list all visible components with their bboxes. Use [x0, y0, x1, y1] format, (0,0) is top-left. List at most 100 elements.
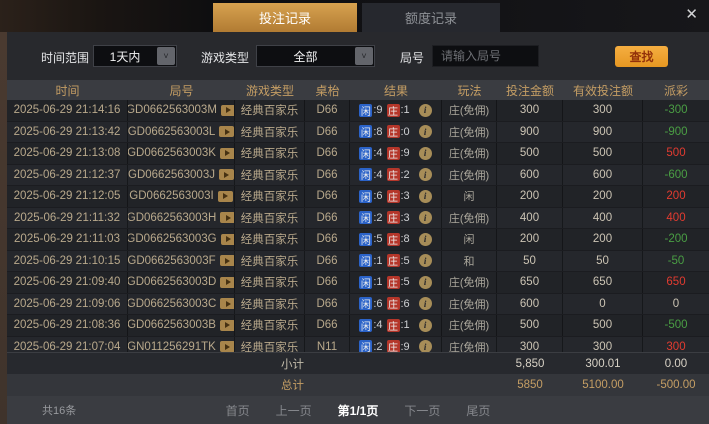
cell-time: 2025-06-29 21:13:42	[7, 121, 128, 142]
cell-table-code: D66	[305, 186, 350, 207]
replay-icon[interactable]	[218, 169, 234, 181]
info-icon[interactable]: i	[418, 340, 432, 352]
cell-valid-bet-amount: 500	[563, 143, 643, 164]
time-range-select[interactable]: 1天内 ˅	[93, 45, 177, 67]
info-icon[interactable]: i	[418, 168, 432, 182]
replay-icon[interactable]	[219, 319, 234, 331]
time-range-value: 1天内	[109, 49, 141, 64]
replay-icon[interactable]	[220, 298, 234, 310]
page-edge-strip	[0, 32, 7, 424]
cell-table-code: D66	[305, 121, 350, 142]
cell-payout: 500	[666, 147, 686, 160]
table-row: 2025-06-29 21:11:32 GD0662563003H 经典百家乐 D66…	[7, 207, 709, 229]
player-badge: 闲	[359, 232, 373, 247]
banker-badge: 庄	[386, 189, 400, 204]
chevron-down-icon: ˅	[355, 47, 373, 65]
cell-game-type: 经典百家乐	[235, 164, 305, 185]
replay-icon[interactable]	[220, 233, 234, 245]
player-badge: 闲	[359, 340, 373, 352]
info-icon[interactable]: i	[418, 254, 432, 268]
info-icon[interactable]: i	[418, 211, 432, 225]
banker-badge: 庄	[386, 318, 400, 333]
player-badge: 闲	[359, 168, 373, 182]
tab-quota-records[interactable]: 额度记录	[362, 3, 500, 32]
table-row: 2025-06-29 21:09:40 GD0662563003D 经典百家乐 D66…	[7, 272, 709, 294]
cell-payout: 0	[672, 297, 680, 310]
replay-icon[interactable]	[217, 190, 233, 202]
total-valid-amount: 5100.00	[582, 379, 624, 391]
cell-round-number: GD0662563003K	[128, 143, 235, 164]
subtotal-valid-amount: 300.01	[585, 357, 621, 370]
replay-icon[interactable]	[219, 126, 234, 138]
cell-play-type: 庄(免佣)	[442, 164, 497, 185]
replay-icon[interactable]	[219, 255, 234, 267]
player-badge: 闲	[359, 318, 373, 333]
cell-bet-amount: 600	[497, 293, 563, 314]
cell-result: 闲:2 庄:3 i	[350, 207, 442, 228]
banker-score: :9	[400, 340, 410, 352]
page-link[interactable]: 首页	[225, 403, 250, 418]
round-number-text: GD0662563003B	[128, 319, 216, 332]
game-type-select[interactable]: 全部 ˅	[256, 45, 375, 67]
table-header: 时间 局号 游戏类型 桌枱 结果 玩法 投注金额 有效投注额 派彩	[7, 80, 709, 100]
cell-round-number: GD0662563003D	[128, 272, 235, 293]
info-icon[interactable]: i	[418, 297, 432, 311]
round-number-text: GD0662563003G	[128, 233, 217, 246]
page-link[interactable]: 尾页	[466, 403, 491, 418]
page-link[interactable]: 上一页	[275, 403, 312, 418]
info-icon[interactable]: i	[418, 318, 432, 332]
tab-bet-records[interactable]: 投注记录	[213, 3, 357, 32]
table-row: 2025-06-29 21:13:42 GD0662563003L 经典百家乐 D66…	[7, 121, 709, 143]
search-button[interactable]: 查找	[615, 46, 668, 67]
info-icon[interactable]: i	[418, 125, 432, 139]
cell-round-number: GD0662563003M	[128, 100, 235, 121]
cell-game-type: 经典百家乐	[235, 272, 305, 293]
table-rows: 2025-06-29 21:14:16 GD0662563003M 经典百家乐 D66…	[7, 100, 709, 352]
cell-valid-bet-amount: 300	[563, 336, 643, 352]
cell-game-type: 经典百家乐	[235, 229, 305, 250]
info-icon[interactable]: i	[418, 146, 432, 160]
cell-payout: 650	[666, 276, 686, 289]
filter-bar: 时间范围 1天内 ˅ 游戏类型 全部 ˅ 局号 查找	[7, 32, 709, 80]
page-link[interactable]: 下一页	[404, 403, 441, 418]
info-icon[interactable]: i	[418, 275, 432, 289]
cell-valid-bet-amount: 500	[563, 315, 643, 336]
cell-payout: -50	[667, 254, 685, 267]
cell-round-number: GD0662563003C	[128, 293, 235, 314]
cell-play-type: 庄(免佣)	[442, 293, 497, 314]
cell-bet-amount: 900	[497, 121, 563, 142]
info-icon[interactable]: i	[418, 103, 432, 117]
cell-bet-amount: 500	[497, 315, 563, 336]
replay-icon[interactable]	[220, 276, 234, 288]
round-number-text: GD0662563003C	[128, 297, 217, 310]
pagination-bar: 共16条 首页 上一页 第1/1页 下一页 尾页	[7, 396, 709, 424]
cell-game-type: 经典百家乐	[235, 121, 305, 142]
info-icon[interactable]: i	[418, 232, 432, 246]
subtotal-label: 小计	[281, 358, 304, 371]
player-score: :2	[373, 340, 383, 352]
cell-payout: -200	[664, 233, 688, 246]
replay-icon[interactable]	[219, 147, 234, 159]
cell-game-type: 经典百家乐	[235, 100, 305, 121]
replay-icon[interactable]	[219, 341, 234, 352]
header-cell: 桌枱	[315, 83, 340, 98]
header-cell: 玩法	[457, 83, 482, 98]
total-payout: -500.00	[656, 379, 696, 391]
replay-icon[interactable]	[220, 212, 234, 224]
banker-badge: 庄	[386, 168, 400, 182]
total-row: 总计 5850 5100.00 -500.00	[7, 374, 709, 396]
round-number-text: GD0662563003I	[129, 190, 214, 203]
page-indicator: 第1/1页	[337, 403, 379, 418]
cell-time: 2025-06-29 21:09:40	[7, 272, 128, 293]
round-number-text: GD0662563003L	[128, 125, 216, 138]
cell-game-type: 经典百家乐	[235, 143, 305, 164]
header-cell: 游戏类型	[245, 83, 294, 98]
player-badge: 闲	[359, 189, 373, 204]
close-icon[interactable]: ✕	[685, 6, 698, 23]
cell-game-type: 经典百家乐	[235, 207, 305, 228]
replay-icon[interactable]	[220, 104, 234, 116]
round-number-input[interactable]	[432, 45, 539, 67]
table-row: 2025-06-29 21:08:36 GD0662563003B 经典百家乐 D66…	[7, 315, 709, 337]
info-icon[interactable]: i	[418, 189, 432, 203]
cell-result: 闲:6 庄:6 i	[350, 293, 442, 314]
